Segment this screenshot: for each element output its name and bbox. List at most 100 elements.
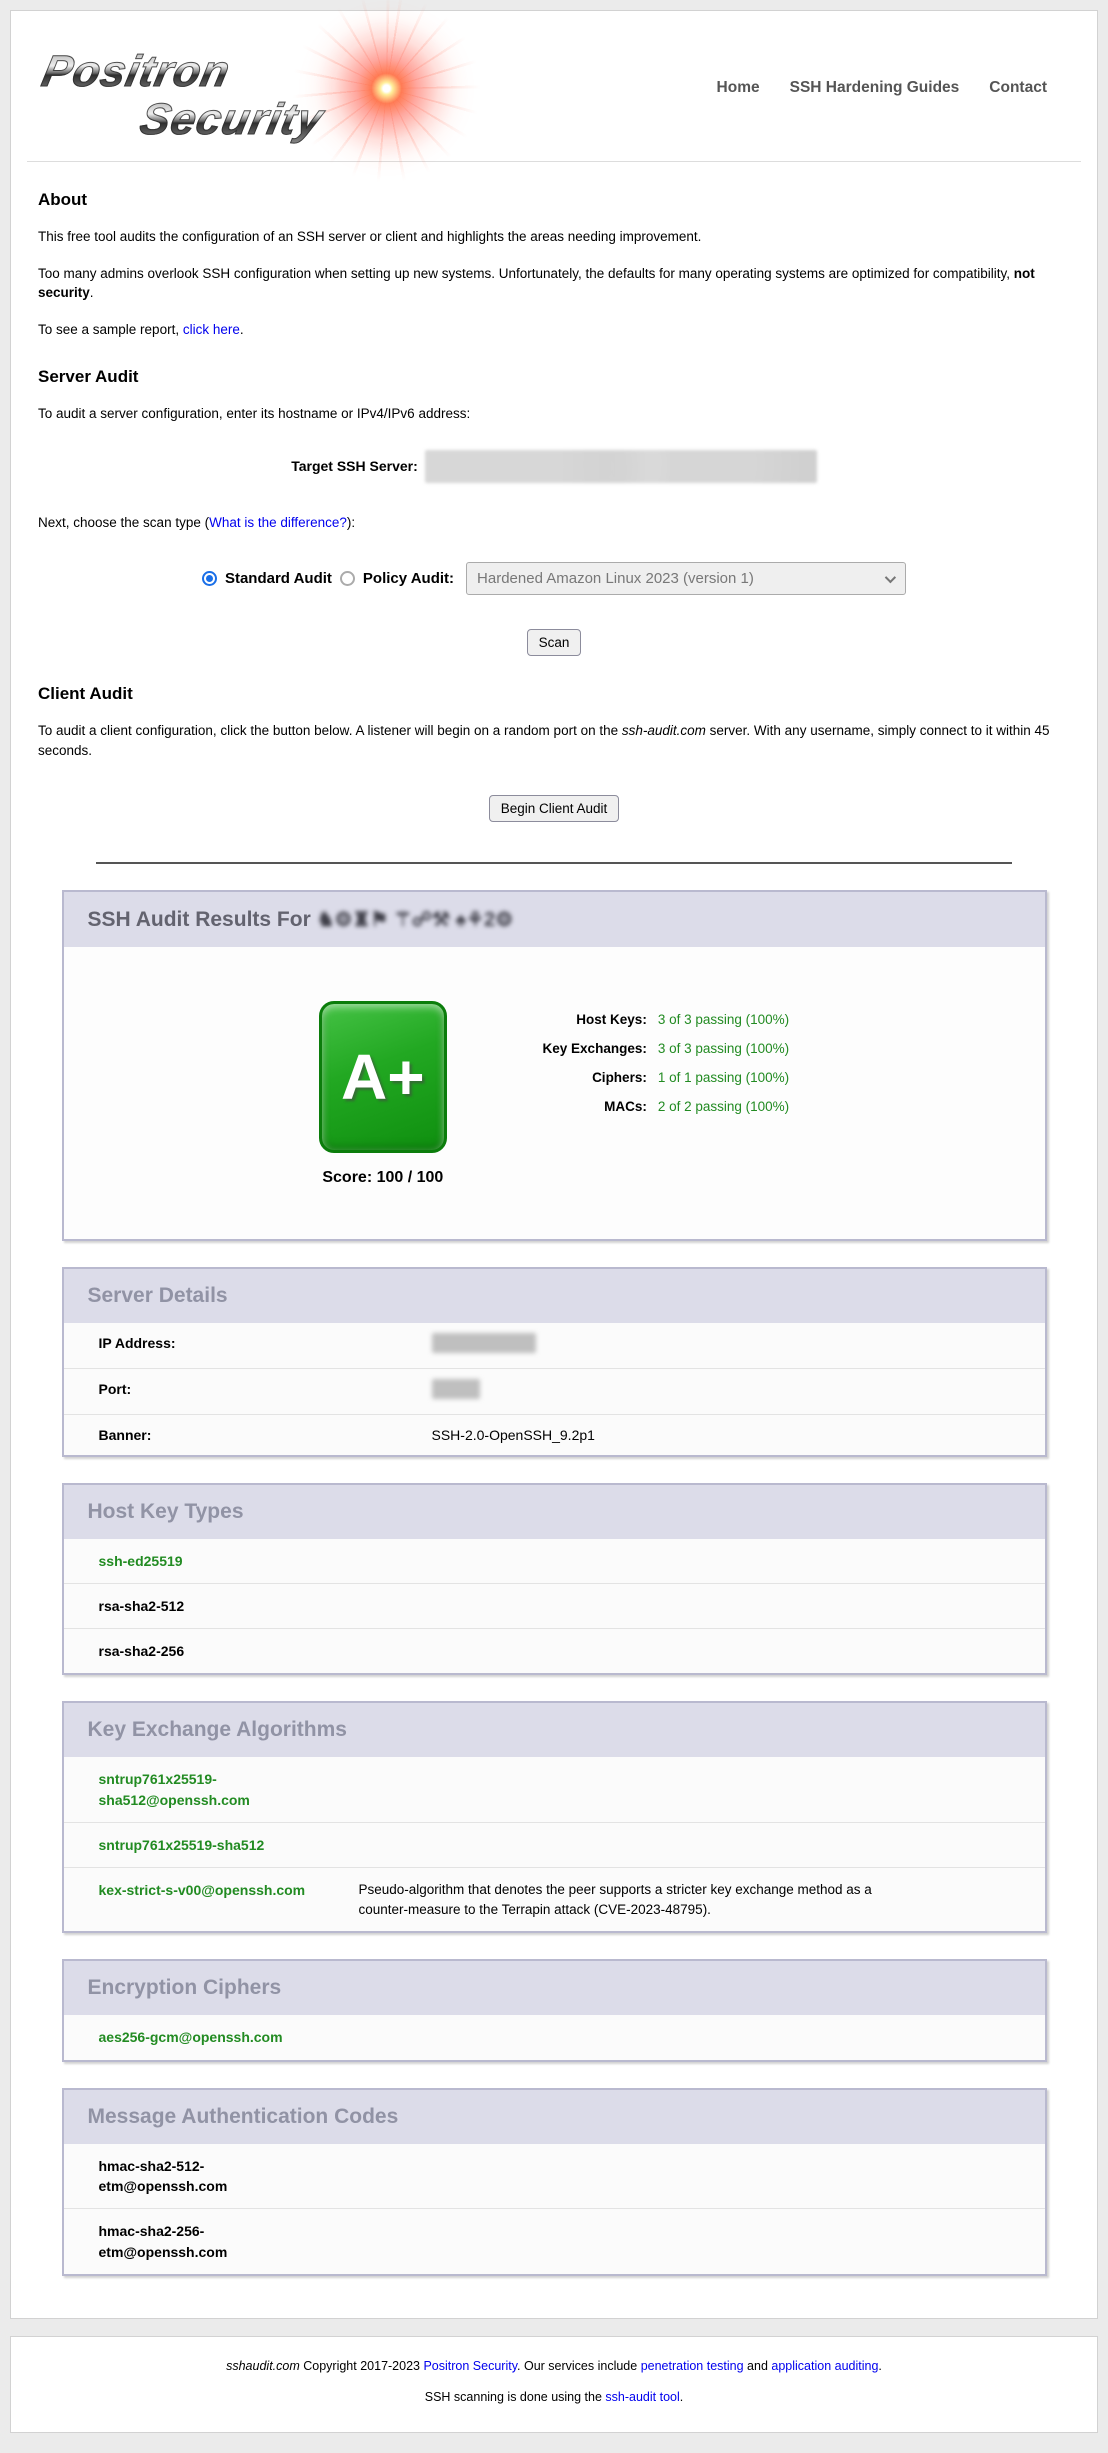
mac-name: hmac-sha2-512-etm@openssh.com xyxy=(98,2157,228,2194)
table-row: Port: xyxy=(63,1367,1045,1414)
stat-value: 2 of 2 passing (100%) xyxy=(657,1098,790,1114)
nav-item-home[interactable]: Home xyxy=(716,79,760,96)
penetration-testing-link[interactable]: penetration testing xyxy=(640,2358,744,2373)
server-audit-heading: Server Audit xyxy=(38,367,139,387)
about-p2-period: . xyxy=(89,285,94,301)
kex-algorithm-name: sntrup761x25519-sha512 xyxy=(98,1836,265,1853)
scan-type-text-end: ): xyxy=(346,514,356,530)
policy-audit-radio[interactable] xyxy=(339,571,355,587)
results-content: A+ Score: 100 / 100 Host Keys: 3 of 3 pa… xyxy=(63,946,1045,1239)
footer-and-text: and xyxy=(743,2358,772,2373)
site-header: Positron Security Home SSH Hardening Gui… xyxy=(27,0,1081,186)
policy-select[interactable]: Hardened Amazon Linux 2023 (version 1) xyxy=(466,562,907,596)
ssh-audit-tool-link[interactable]: ssh-audit tool xyxy=(605,2389,680,2404)
banner-value: SSH-2.0-OpenSSH_9.2p1 xyxy=(431,1426,595,1443)
stat-row-ciphers: Ciphers: 1 of 1 passing (100%) xyxy=(495,1063,789,1092)
score-label: Score: 100 / 100 xyxy=(322,1168,444,1186)
stat-value: 1 of 1 passing (100%) xyxy=(657,1069,790,1085)
target-server-input[interactable] xyxy=(424,449,817,483)
results-panel-header: SSH Audit Results For ♞⚙♜⚑ ⚚☍⚒ ♠⚘2⚙ xyxy=(63,891,1045,947)
redacted-port-value xyxy=(431,1378,480,1399)
application-auditing-link[interactable]: application auditing xyxy=(771,2358,879,2373)
host-key-name: ssh-ed25519 xyxy=(98,1552,183,1569)
scan-type-line: Next, choose the scan type (What is the … xyxy=(38,513,1070,533)
list-item: aes256-gcm@openssh.com xyxy=(63,2015,1045,2060)
list-item: hmac-sha2-256-etm@openssh.com xyxy=(63,2208,1045,2274)
main-nav: Home SSH Hardening Guides Contact xyxy=(717,79,1073,97)
ip-address-label: IP Address: xyxy=(98,1334,176,1351)
kex-algorithm-note xyxy=(359,1835,519,1855)
standard-audit-radio[interactable] xyxy=(201,571,217,587)
stat-value: 3 of 3 passing (100%) xyxy=(657,1040,790,1056)
port-label: Port: xyxy=(98,1380,132,1397)
results-divider xyxy=(95,861,1013,864)
footer-scanning-text: SSH scanning is done using the xyxy=(424,2389,606,2404)
nav-item-ssh-hardening-guides[interactable]: SSH Hardening Guides xyxy=(789,79,960,96)
grade-badge: A+ xyxy=(318,1000,447,1153)
stat-label: MACs: xyxy=(604,1098,647,1114)
positron-security-link[interactable]: Positron Security xyxy=(423,2358,518,2373)
about-p2-bold: not security xyxy=(38,265,1035,301)
about-paragraph-2: Too many admins overlook SSH configurati… xyxy=(38,264,1070,303)
stat-label: Host Keys: xyxy=(576,1011,647,1027)
scan-button[interactable]: Scan xyxy=(526,629,582,657)
starburst-icon xyxy=(289,0,484,186)
stat-value: 3 of 3 passing (100%) xyxy=(657,1011,790,1027)
list-item: kex-strict-s-v00@openssh.com Pseudo-algo… xyxy=(63,1867,1045,1932)
mac-name: hmac-sha2-256-etm@openssh.com xyxy=(98,2223,228,2260)
list-item: hmac-sha2-512-etm@openssh.com xyxy=(63,2143,1045,2209)
about-p2-text: Too many admins overlook SSH configurati… xyxy=(38,265,1014,281)
macs-panel: Message Authentication Codes hmac-sha2-5… xyxy=(61,2087,1047,2276)
stat-label: Key Exchanges: xyxy=(542,1040,647,1056)
list-item: rsa-sha2-512 xyxy=(63,1582,1045,1629)
host-key-types-panel: Host Key Types ssh-ed25519 rsa-sha2-512 … xyxy=(61,1482,1047,1676)
server-details-panel: Server Details IP Address: Port: Banner:… xyxy=(61,1266,1047,1457)
list-item: sntrup761x25519-sha512 xyxy=(63,1821,1045,1868)
logo-text-line1: Positron xyxy=(37,47,235,97)
scan-type-options-row: Standard Audit Policy Audit: Hardened Am… xyxy=(27,562,1081,596)
logo-text-line2: Security xyxy=(135,95,328,145)
sample-report-link[interactable]: click here xyxy=(182,321,240,337)
encryption-ciphers-header: Encryption Ciphers xyxy=(63,1961,1045,2016)
about-paragraph-1: This free tool audits the configuration … xyxy=(38,227,1070,247)
server-audit-intro: To audit a server configuration, enter i… xyxy=(38,404,1070,424)
client-audit-text: To audit a client configuration, click t… xyxy=(38,723,622,739)
port-value xyxy=(431,1378,480,1402)
macs-header: Message Authentication Codes xyxy=(63,2089,1045,2144)
list-item: ssh-ed25519 xyxy=(63,1538,1045,1583)
ip-address-value xyxy=(431,1332,536,1356)
client-audit-heading: Client Audit xyxy=(38,684,133,704)
about-paragraph-3: To see a sample report, click here. xyxy=(38,320,1070,340)
about-heading: About xyxy=(38,190,88,209)
host-key-name: rsa-sha2-256 xyxy=(98,1643,185,1660)
stat-row-key-exchanges: Key Exchanges: 3 of 3 passing (100%) xyxy=(495,1034,790,1063)
begin-client-audit-row: Begin Client Audit xyxy=(27,794,1081,822)
host-key-types-header: Host Key Types xyxy=(63,1484,1045,1539)
sample-report-text: To see a sample report, xyxy=(38,321,183,337)
list-item: sntrup761x25519-sha512@openssh.com xyxy=(63,1757,1045,1822)
footer-line-1: sshaudit.com Copyright 2017-2023 Positro… xyxy=(11,2359,1097,2373)
standard-audit-label: Standard Audit xyxy=(224,570,332,588)
nav-item-contact[interactable]: Contact xyxy=(989,79,1047,96)
client-audit-text-end: server. With any username, simply connec… xyxy=(38,723,1050,758)
stat-row-macs: MACs: 2 of 2 passing (100%) xyxy=(495,1092,789,1121)
redacted-ip-value xyxy=(431,1332,536,1353)
about-p1-text: This free tool audits the configuration … xyxy=(38,229,702,244)
target-server-row: Target SSH Server: xyxy=(27,449,1081,483)
begin-client-audit-button[interactable]: Begin Client Audit xyxy=(488,794,620,822)
footer-period: . xyxy=(878,2358,882,2373)
client-audit-domain: ssh-audit.com xyxy=(621,723,706,739)
kex-algorithm-name: sntrup761x25519-sha512@openssh.com xyxy=(98,1771,250,1808)
scan-button-row: Scan xyxy=(27,629,1081,657)
server-audit-intro-text: To audit a server configuration, enter i… xyxy=(38,406,471,422)
footer-copyright-text: Copyright 2017-2023 xyxy=(299,2358,424,2373)
policy-audit-label: Policy Audit: xyxy=(362,570,455,588)
kex-algorithm-note: Pseudo-algorithm that denotes the peer s… xyxy=(358,1882,872,1917)
footer-services-text: . Our services include xyxy=(517,2358,641,2373)
scan-type-difference-link[interactable]: What is the difference? xyxy=(209,514,347,530)
stat-label: Ciphers: xyxy=(592,1069,647,1085)
table-row: Banner: SSH-2.0-OpenSSH_9.2p1 xyxy=(63,1413,1045,1455)
header-divider xyxy=(27,161,1081,162)
footer-domain: sshaudit.com xyxy=(226,2358,300,2373)
results-title-text: SSH Audit Results For xyxy=(87,907,317,931)
